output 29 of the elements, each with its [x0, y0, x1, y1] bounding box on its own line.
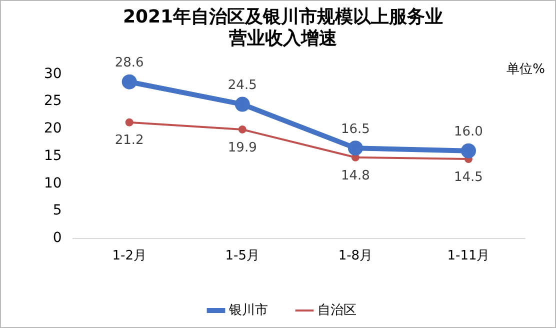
y-tick-label: 20	[44, 120, 62, 137]
legend-label: 自治区	[318, 302, 356, 318]
y-axis-title: 单位%	[506, 62, 545, 78]
data-label: 14.8	[340, 168, 370, 184]
x-tick-label: 1-5月	[225, 248, 260, 264]
point	[238, 125, 246, 134]
x-tick-label: 1-8月	[338, 248, 373, 264]
point	[125, 118, 134, 126]
point	[348, 140, 363, 156]
x-tick-label: 1-2月	[112, 248, 146, 264]
x-tick-label: 1-11月	[447, 248, 490, 264]
y-tick-label: 30	[44, 66, 62, 82]
y-tick-label: 25	[44, 93, 62, 110]
legend-label: 银川市	[228, 302, 268, 318]
point	[460, 143, 476, 158]
point	[122, 74, 137, 90]
point	[234, 96, 250, 112]
data-label: 21.2	[114, 133, 144, 148]
data-label: 14.5	[454, 170, 483, 185]
data-label: 19.9	[228, 140, 257, 156]
y-tick-label: 15	[44, 148, 62, 164]
chart-title: 2021年自治区及银川市规模以上服务业营业收入增速	[122, 6, 444, 50]
y-tick-label: 0	[52, 230, 62, 246]
y-tick-label: 5	[52, 202, 62, 219]
data-label: 24.5	[228, 78, 257, 94]
y-tick-label: 10	[44, 175, 62, 192]
data-label: 16.5	[340, 122, 370, 137]
data-label: 16.0	[454, 124, 483, 140]
data-label: 28.6	[114, 56, 144, 71]
